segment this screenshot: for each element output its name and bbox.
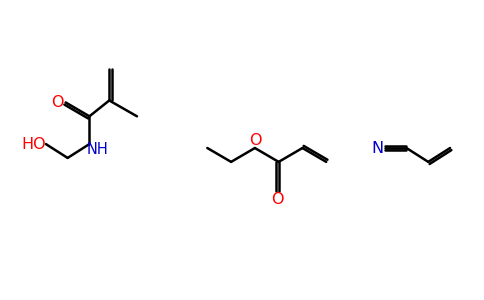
Text: O: O <box>51 95 64 110</box>
Text: NH: NH <box>87 142 108 157</box>
Text: O: O <box>272 192 284 207</box>
Text: O: O <box>249 133 261 148</box>
Text: N: N <box>372 140 384 155</box>
Text: HO: HO <box>22 136 46 152</box>
